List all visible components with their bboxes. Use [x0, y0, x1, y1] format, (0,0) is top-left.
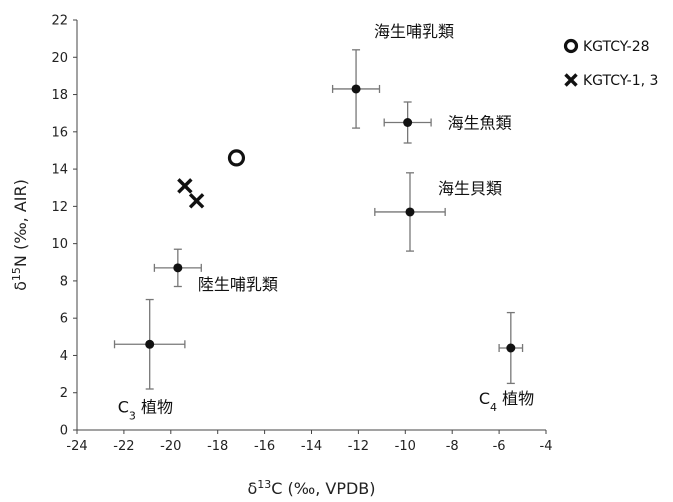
reference-point: [145, 339, 155, 349]
y-axis-title: δ15N (‰, AIR): [10, 179, 31, 291]
y-tick-label: 0: [60, 424, 68, 439]
group-label: 陸生哺乳類: [198, 275, 278, 294]
y-tick-label: 20: [51, 51, 68, 66]
group-label: 海生貝類: [438, 179, 502, 198]
sample-cross-marker: [177, 178, 193, 194]
y-tick-label: 12: [51, 200, 68, 215]
sample-circle-marker: [563, 38, 579, 54]
x-tick-label: -24: [66, 439, 87, 454]
x-tick-label: -10: [395, 439, 416, 454]
x-tick-label: -18: [207, 439, 228, 454]
sample-cross-marker: [188, 193, 205, 209]
y-tick-label: 4: [60, 349, 68, 364]
group-label: 海生魚類: [448, 114, 512, 133]
reference-point: [405, 207, 415, 217]
cross-stroke: [177, 178, 193, 194]
x-axis-title: δ13C (‰, VPDB): [247, 478, 375, 499]
group-label: C3 植物: [118, 397, 173, 422]
x-tick-label: -14: [301, 439, 322, 454]
x-tick-label: -8: [446, 439, 459, 454]
x-tick-label: -16: [254, 439, 275, 454]
error-bars: [113, 49, 524, 390]
x-tick-label: -4: [540, 439, 553, 454]
y-tick-label: 16: [51, 125, 68, 140]
y-tick-label: 14: [51, 163, 68, 178]
data-points: [145, 84, 516, 353]
y-tick-label: 22: [51, 14, 68, 29]
group-label: 海生哺乳類: [374, 22, 454, 41]
sample-cross-marker: [564, 73, 578, 87]
y-tick-label: 10: [51, 237, 68, 252]
x-tick-label: -6: [493, 439, 506, 454]
reference-point: [173, 263, 183, 273]
group-label: C4 植物: [479, 389, 534, 414]
x-tick-label: -22: [113, 439, 134, 454]
x-tick-label: -20: [160, 439, 181, 454]
sample-circle-marker: [227, 149, 246, 167]
cross-stroke: [188, 193, 205, 209]
y-tick-label: 2: [60, 386, 68, 401]
reference-point: [351, 84, 361, 94]
cross-stroke: [564, 73, 578, 87]
legend: KGTCY-28 KGTCY-1, 3: [563, 38, 658, 89]
y-tick-label: 18: [51, 88, 68, 103]
legend-label: KGTCY-28: [583, 39, 650, 55]
legend-label: KGTCY-1, 3: [583, 73, 658, 89]
y-tick-label: 8: [60, 274, 68, 289]
x-tick-label: -12: [348, 439, 369, 454]
reference-point: [403, 118, 413, 127]
axes: -24 -22 -20 -18 -16 -14 -12 -10 -8 -6 -4 0 2 4 6 8 10 12 1…: [51, 14, 552, 455]
reference-point: [506, 343, 516, 353]
y-tick-label: 6: [60, 312, 68, 327]
